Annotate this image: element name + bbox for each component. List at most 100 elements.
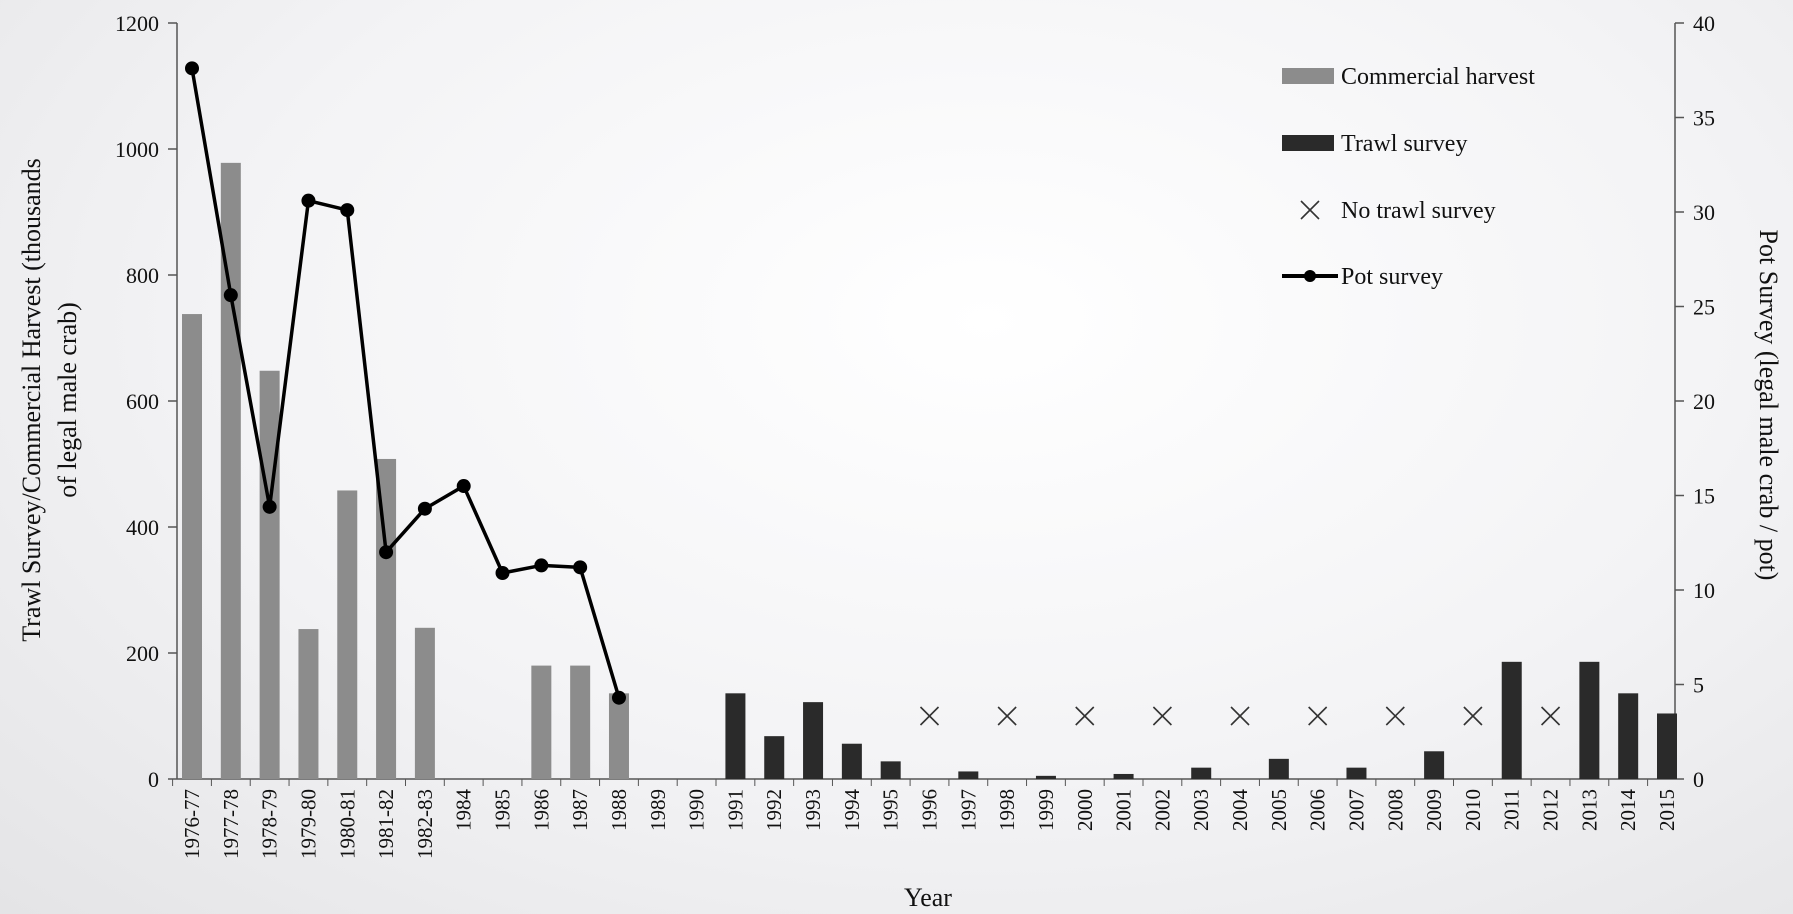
x-tick-label: 2012 [1539,789,1563,831]
x-tick-label: 2002 [1150,789,1174,831]
trawl-survey-bar [1113,773,1134,779]
y-right-tick-label: 10 [1693,578,1715,603]
trawl-survey-bar [1618,693,1639,779]
x-tick-label: 2011 [1500,789,1524,830]
trawl-survey-bar [1191,767,1212,779]
trawl-survey-bar [803,702,824,779]
y-right-tick-label: 5 [1693,673,1704,698]
x-tick-label: 1978-79 [258,789,282,859]
y-right-tick-label: 25 [1693,295,1715,320]
y-right-tick-label: 40 [1693,11,1715,36]
commercial-harvest-bar [298,629,319,779]
commercial-harvest-bar [337,490,358,779]
pot-survey-point [456,479,471,494]
x-tick-label: 1994 [840,789,864,832]
trawl-survey-bar [1346,767,1367,779]
commercial-harvest-bar [259,370,280,779]
x-tick-label: 1985 [491,789,515,831]
pot-survey-point [340,203,355,218]
legend-label-trawl-survey: Trawl survey [1341,131,1467,157]
no-trawl-survey-marker [1152,706,1172,726]
no-trawl-survey-marker [1308,706,1328,726]
y-left-tick-label: 600 [126,389,159,414]
trawl-survey-bar [725,693,746,779]
x-tick-label: 2003 [1189,789,1213,831]
trawl-survey-bar [1424,751,1445,779]
commercial-harvest-bar [608,693,629,779]
pot-survey-point [573,560,588,575]
pot-survey-point [534,558,549,573]
no-trawl-survey-marker [1540,706,1561,726]
tick-labels-layer: 0 200 400 600 800 1000 1200 0 5 10 15 20 25 30 35 40 197… [115,11,1715,859]
bars-layer [182,162,1677,780]
x-tick-label: 1992 [762,789,786,831]
x-tick-label: 1993 [801,789,825,831]
y-left-tick-label: 200 [126,641,159,666]
x-tick-label: 1989 [646,789,670,831]
x-tick-label: 2013 [1577,789,1601,831]
legend-swatch-no-trawl-survey [1300,200,1320,220]
trawl-survey-bar [1657,713,1677,779]
y-right-tick-label: 0 [1693,767,1704,792]
pot-survey-point [417,501,432,516]
x-tick-label: 1986 [529,789,553,831]
y-left-tick-label: 1200 [115,11,159,36]
x-tick-label: 1987 [568,789,592,831]
x-axis-title: Year [904,883,952,912]
x-tick-label: 1997 [956,789,980,831]
pot-survey-point [495,565,510,580]
x-tick-label: 1988 [607,789,631,831]
trawl-survey-bar [764,736,785,779]
commercial-harvest-bar [376,458,397,779]
commercial-harvest-bar [531,665,552,779]
pot-survey-point [262,499,277,514]
y-axis-left-title: Trawl Survey/Commercial Harvest (thousan… [17,158,82,642]
x-tick-label: 1990 [685,789,709,831]
x-tick-label: 1996 [918,789,942,831]
pot-line-layer [185,61,626,705]
y-right-tick-label: 15 [1693,484,1715,509]
legend-label-commercial-harvest: Commercial harvest [1341,64,1535,90]
trawl-survey-bar [1501,661,1522,779]
no-trawl-survey-marker [997,706,1017,726]
trawl-survey-bar [958,771,979,779]
x-tick-label: 1999 [1034,789,1058,831]
commercial-harvest-bar [182,314,202,779]
legend-swatch-commercial-harvest [1282,68,1334,84]
legend-swatch-trawl-survey [1282,135,1334,151]
pot-survey-point [185,61,199,76]
trawl-survey-bar [880,761,901,779]
y-left-tick-label: 400 [126,515,159,540]
y-left-tick-label: 1000 [115,137,159,162]
no-trawl-survey-marker [1075,706,1095,726]
y-right-tick-label: 35 [1693,106,1715,131]
x-tick-label: 1991 [723,789,747,831]
y-right-tick-label: 20 [1693,389,1715,414]
trawl-survey-bar [1035,775,1056,779]
x-tick-label: 2005 [1267,789,1291,831]
y-right-tick-label: 30 [1693,200,1715,225]
commercial-harvest-bar [414,627,435,779]
x-tick-label: 2007 [1344,789,1368,831]
x-tick-label: 1976-77 [180,789,204,859]
y-axis-right-title: Pot Survey (legal male crab / pot) [1754,230,1783,581]
legend-swatch-pot-survey [1282,270,1338,282]
x-tick-label: 1979-80 [296,789,320,859]
x-tick-label: 1998 [995,789,1019,831]
x-tick-label: 1977-78 [219,789,243,859]
x-tick-label: 1981-82 [374,789,398,859]
pot-survey-point [379,545,394,560]
no-trawl-survey-marker [1230,706,1250,726]
no-trawl-survey-marker [1385,706,1405,726]
trawl-survey-bar [1579,661,1600,779]
legend: Commercial harvest Trawl survey No trawl s… [1282,64,1535,290]
no-trawl-survey-marker [919,706,940,726]
legend-label-pot-survey: Pot survey [1341,264,1443,290]
x-tick-label: 1984 [452,789,476,832]
x-tick-label: 2009 [1422,789,1446,831]
commercial-harvest-bar [570,665,591,779]
x-tick-label: 1980-81 [335,789,359,859]
x-tick-label: 2014 [1616,789,1640,832]
x-tick-label: 2001 [1112,789,1136,831]
